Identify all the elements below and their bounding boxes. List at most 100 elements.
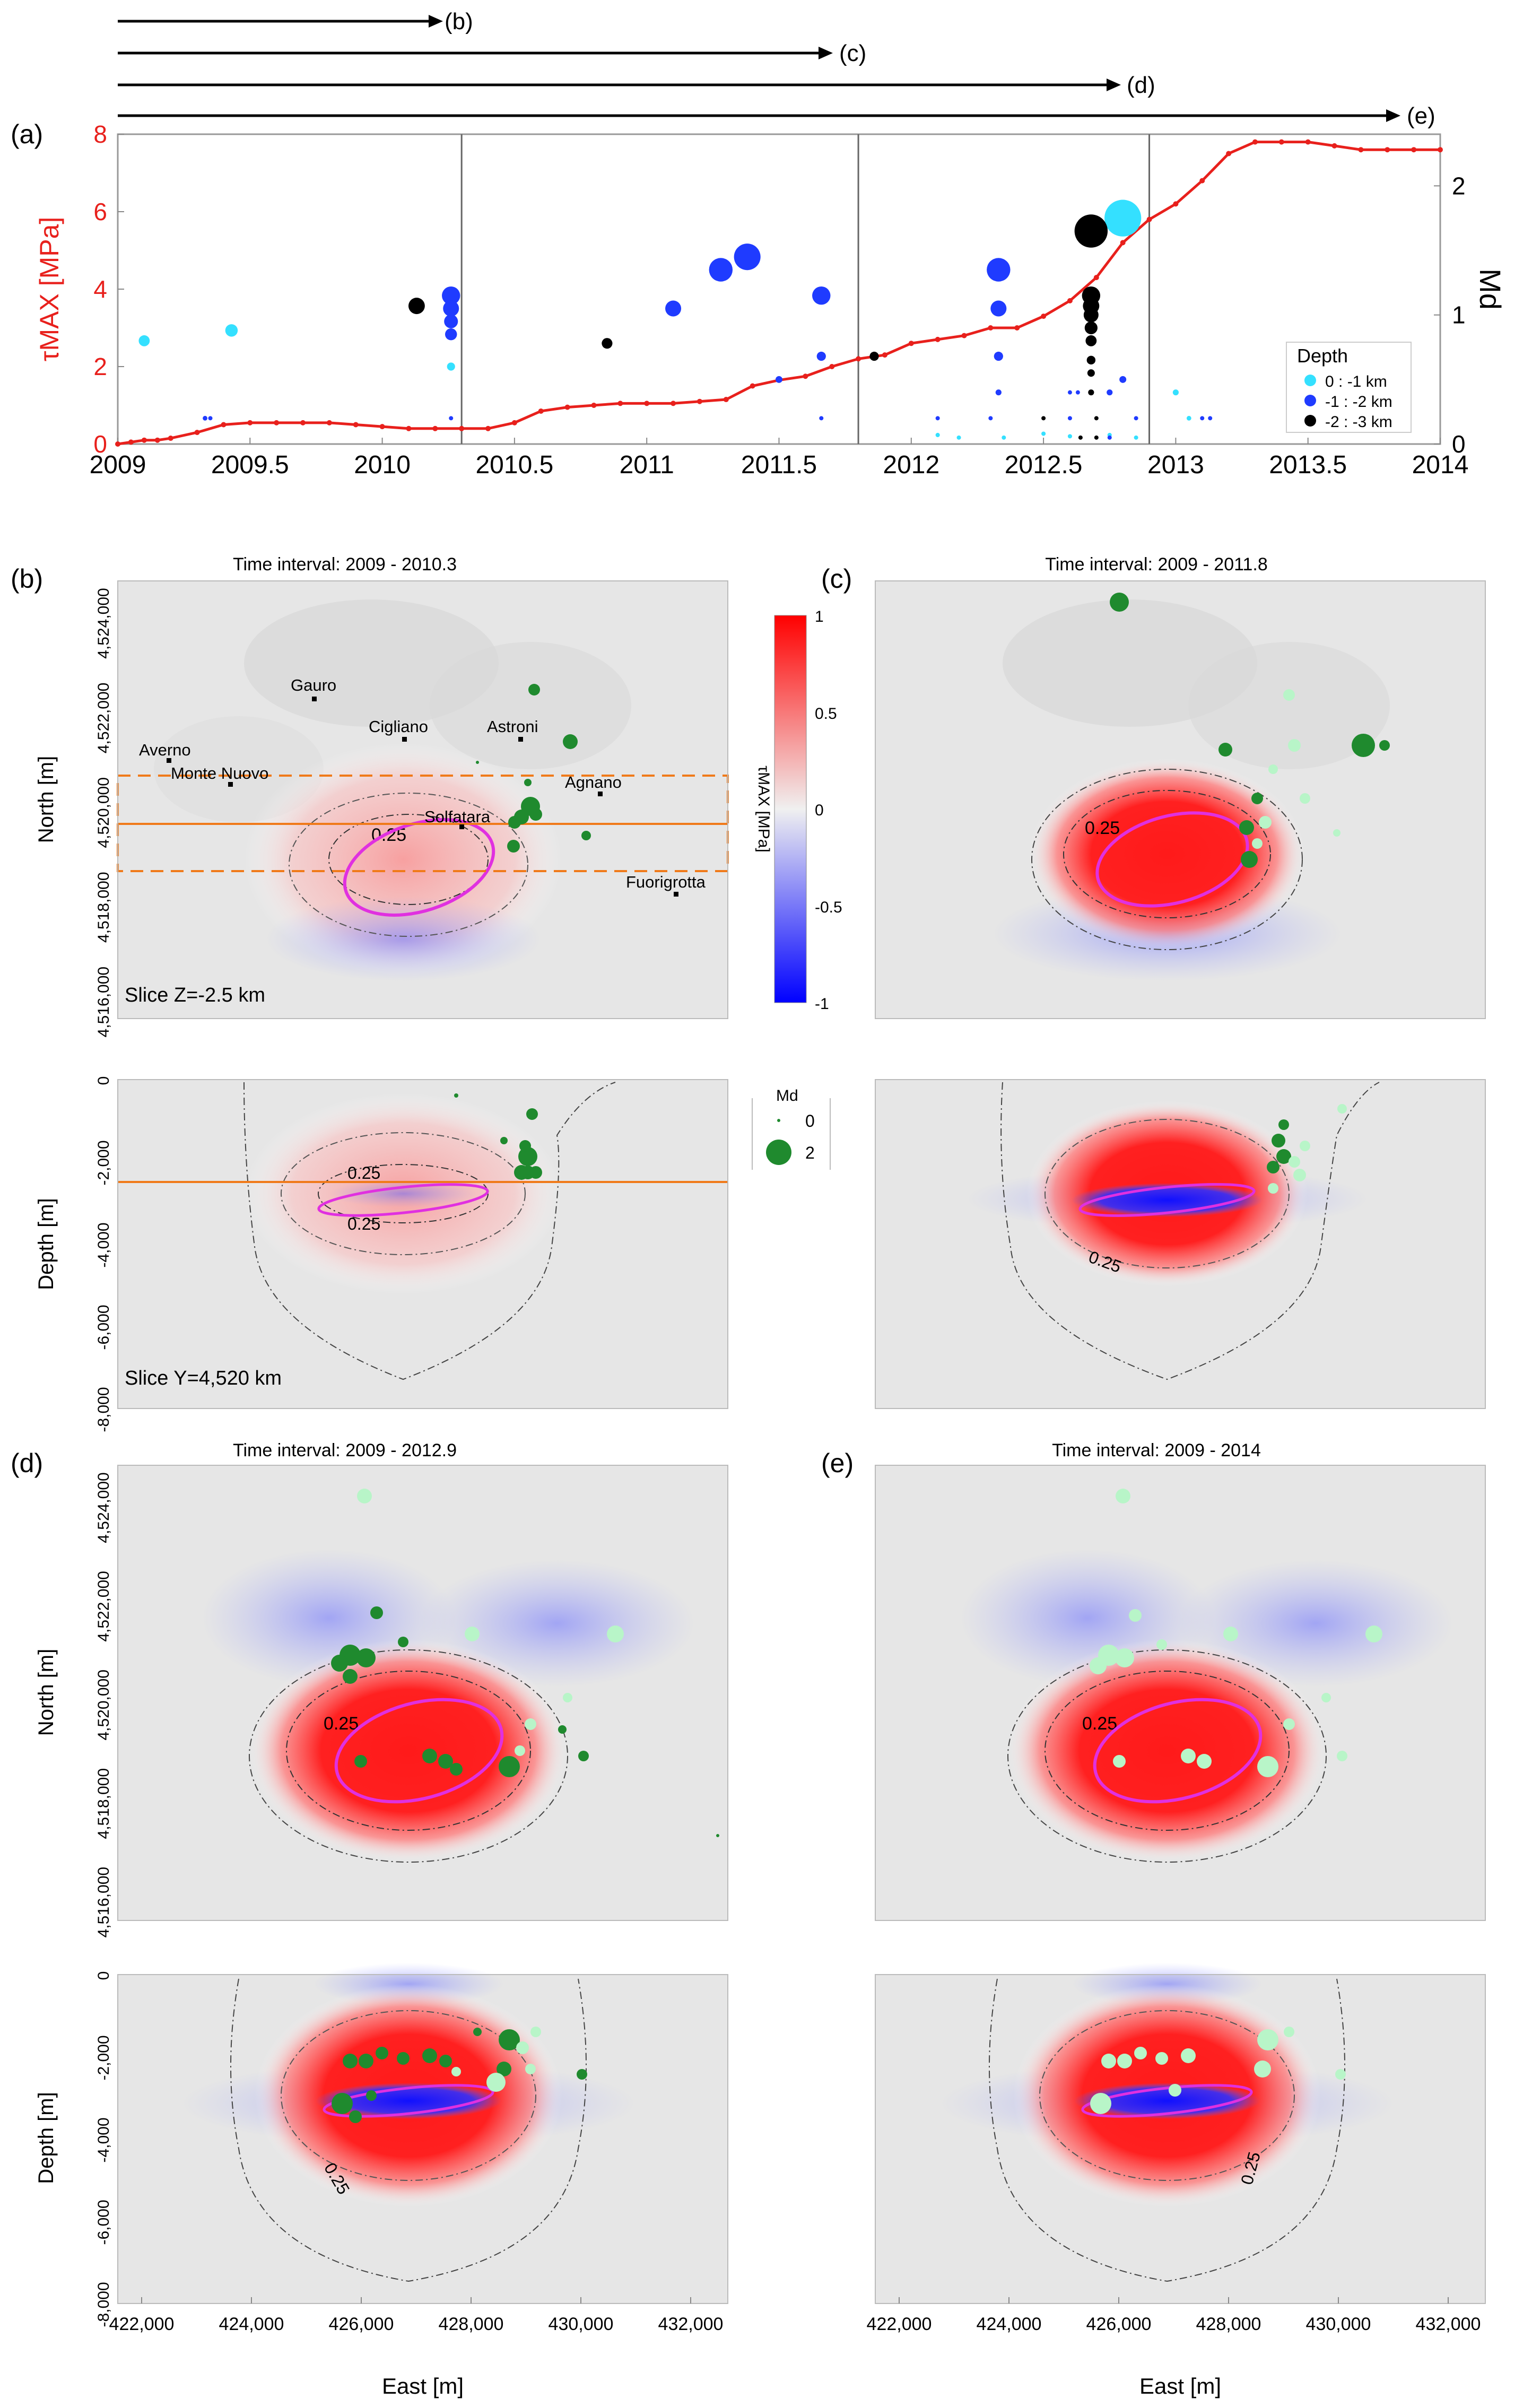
map-frame [875, 1974, 1486, 2304]
legend-swatch-mid [1304, 395, 1316, 406]
tau-point [221, 422, 227, 428]
quake [1241, 851, 1258, 868]
quake [526, 1108, 538, 1120]
colorbar: τMAX [MPa] 1 0.5 0 -0.5 -1 [755, 608, 842, 1013]
arrow-label-c: (c) [839, 40, 866, 66]
quake [1278, 1119, 1289, 1130]
quake [529, 808, 542, 821]
section-e: 0.25 [875, 1963, 1485, 2303]
md-bubble-small [1067, 416, 1072, 421]
quake-old [1254, 2061, 1271, 2077]
contour-label: 0.25 [324, 1714, 359, 1734]
source-ellipse [334, 1698, 504, 1804]
y-tick-label-right: 1 [1452, 301, 1466, 329]
md-bubble [1086, 355, 1096, 365]
quake-old [1337, 1751, 1347, 1761]
md-bubble [443, 300, 459, 317]
north-label-b: North [m] [34, 756, 58, 843]
source-ellipse [343, 818, 495, 917]
md-bubble-small [1075, 390, 1080, 395]
legend-item-shallow: 0 : -1 km [1325, 373, 1387, 390]
stress-negative [265, 897, 541, 981]
north-tick-label: 4,518,000 [95, 872, 112, 942]
quake-old [1197, 1754, 1212, 1769]
depth-label-b: Depth [m] [34, 1198, 58, 1290]
quakes-b-section [454, 1093, 542, 1180]
contour-line [289, 793, 528, 937]
contour-label: 0.25 [1082, 1714, 1117, 1734]
panel-label-d: (d) [11, 1448, 43, 1478]
map-e: 0.25 [875, 1465, 1485, 1920]
tau-point [115, 441, 120, 447]
map-axis-ticks: 4,524,000 4,522,000 4,520,000 4,518,000 4,51… [95, 588, 1481, 2334]
md-bubble-small [1094, 416, 1099, 421]
quake-old [451, 2067, 461, 2076]
tau-point [1305, 139, 1311, 145]
quake-old [563, 1693, 572, 1702]
quake [370, 1606, 383, 1619]
tau-point [406, 425, 412, 431]
md-bubble [602, 338, 613, 349]
size-legend-title: Md [776, 1087, 798, 1105]
contour-line [1039, 2010, 1295, 2181]
colorbar-tick: 1 [815, 608, 824, 625]
map-title-e: Time interval: 2009 - 2014 [1052, 1440, 1261, 1461]
tau-point [432, 425, 438, 431]
md-bubble-small [1078, 435, 1083, 440]
map-d: 0.25 [118, 1465, 728, 1920]
north-label-d: North [m] [34, 1649, 58, 1736]
source-ellipse [1078, 1183, 1256, 1217]
md-bubble [1088, 389, 1094, 396]
md-bubble [935, 432, 940, 438]
map-c: 0.25 [875, 581, 1485, 1019]
quake [577, 2069, 587, 2080]
stress-negative-core [316, 2083, 501, 2119]
slice-y-label: Slice Y=4,520 km [125, 1367, 282, 1389]
tau-point [511, 420, 517, 425]
place-marker [674, 892, 678, 897]
md-bubble [203, 415, 207, 421]
tau-point [1331, 143, 1337, 149]
y-tick-label-right: 2 [1452, 172, 1466, 199]
tau-point [961, 333, 967, 338]
east-label-d: East [m] [382, 2374, 464, 2398]
quake [581, 831, 591, 840]
quake-old [1169, 2084, 1181, 2097]
md-bubble [442, 286, 460, 305]
legend-swatch-shallow [1304, 375, 1316, 386]
quakes-b [476, 684, 591, 853]
x-tick-label: 2010 [354, 451, 411, 479]
place-marker [167, 758, 171, 763]
x-tick-label: 2011.5 [741, 451, 817, 479]
map-frame [117, 1974, 728, 2304]
place-solfatara: Solfatara [424, 807, 491, 826]
md-bubble-small [1134, 435, 1138, 440]
quake [499, 1756, 520, 1777]
tau-point [274, 420, 280, 425]
tau-point [1278, 139, 1284, 145]
tau-point [1252, 139, 1258, 145]
md-bubble-small [1002, 435, 1006, 440]
md-bubble-small [1187, 416, 1191, 421]
md-bubble-small [956, 435, 961, 440]
source-ellipse [323, 2084, 494, 2118]
depth-legend: Depth 0 : -1 km -1 : -2 km -2 : -3 km [1286, 342, 1412, 433]
tau-point [300, 420, 306, 425]
arrow-label-e: (e) [1407, 103, 1435, 129]
quake-old [1333, 829, 1340, 837]
depth-label-d: Depth [m] [34, 2092, 58, 2184]
quake-old [1155, 2052, 1168, 2065]
quake-old [1268, 764, 1278, 774]
quakes-c-section [1267, 1104, 1347, 1194]
size-legend-small [777, 1119, 780, 1122]
place-marker [598, 792, 603, 796]
tau-point [1199, 178, 1205, 184]
md-bubble [869, 351, 879, 361]
map-frame [875, 1465, 1486, 1921]
quake-old [525, 2064, 536, 2074]
colorbar-tick: 0.5 [815, 705, 837, 723]
quake [1379, 740, 1390, 751]
legend-item-mid: -1 : -2 km [1325, 393, 1392, 411]
contour-line [281, 1132, 526, 1255]
